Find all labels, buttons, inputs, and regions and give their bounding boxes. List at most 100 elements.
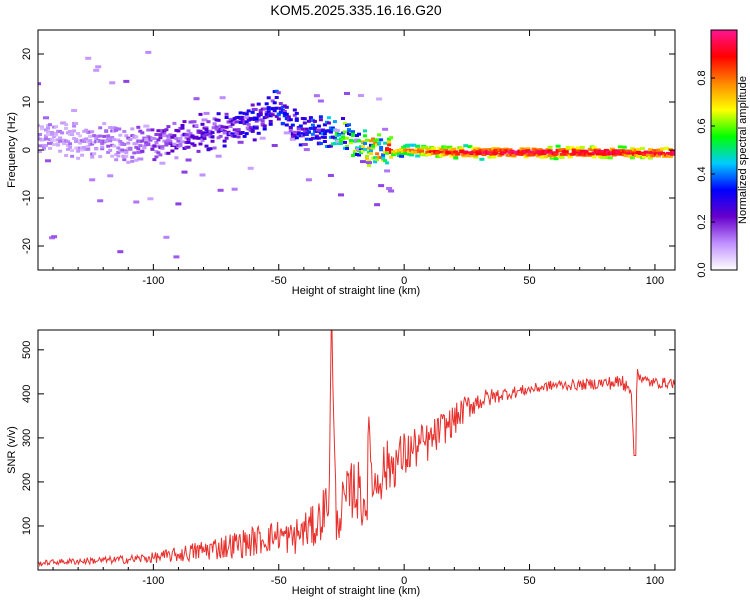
spectrogram-cell <box>178 137 183 140</box>
spectrogram-cell <box>130 159 135 163</box>
spectrogram-cell <box>159 161 166 165</box>
spectrogram-cell <box>178 126 183 130</box>
spectrogram-cell <box>284 112 289 116</box>
spectrogram-cell <box>553 151 559 155</box>
spectrogram-cell <box>38 133 42 136</box>
spectrogram-cell <box>66 147 71 151</box>
spectrogram-cell <box>315 128 322 132</box>
spectrogram-cell <box>268 119 273 123</box>
spectrogram-cell <box>660 147 665 151</box>
spectrogram-cell <box>173 255 180 259</box>
spectrogram-cell <box>82 139 87 143</box>
spectrogram-cell <box>276 112 281 116</box>
spectrogram-cell <box>244 112 249 116</box>
spectrogram-cell <box>345 136 349 140</box>
spectrogram-cell <box>473 155 479 159</box>
spectrogram-cell <box>366 161 372 165</box>
spectrogram-cell <box>240 115 245 119</box>
spectrogram-cell <box>266 96 271 100</box>
spectrogram-cell <box>599 155 605 159</box>
spectrogram-cell <box>208 147 213 151</box>
spectrogram-cell <box>106 137 111 141</box>
y-tick-label: 100 <box>21 517 33 535</box>
spectrogram-cell <box>94 147 99 151</box>
spectrogram-cell <box>351 130 355 134</box>
spectrogram-cell <box>621 145 627 149</box>
spectrogram-cell <box>254 126 259 130</box>
spectrogram-cell <box>379 148 384 152</box>
spectrogram-cell <box>304 131 309 135</box>
spectrogram-cell <box>216 112 221 116</box>
spectrogram-cell <box>148 138 153 142</box>
snr-frame <box>37 329 676 571</box>
spectrogram-cell <box>192 120 197 124</box>
spectrogram-cell <box>378 184 385 188</box>
spectrogram-cell <box>379 138 384 142</box>
spectrogram-cell <box>288 129 293 133</box>
colorbar-tick-label: 0.8 <box>696 70 708 85</box>
spectrogram-cell <box>322 135 327 139</box>
spectrogram-cell <box>521 152 527 156</box>
spectrogram-cell <box>316 124 321 128</box>
spectrogram-cell <box>210 139 215 143</box>
spectrogram-cell <box>164 143 169 147</box>
spectrogram-cell <box>559 152 565 156</box>
spectrogram-cell <box>50 131 54 134</box>
spectrogram-cell <box>429 150 435 154</box>
spectrogram-cell <box>288 118 293 122</box>
spectrogram-cell <box>108 126 113 129</box>
spectrogram-cell <box>407 150 413 154</box>
spectrogram-cell <box>375 158 380 162</box>
spectrogram-cell <box>603 156 609 159</box>
spectrogram-cell <box>137 157 144 161</box>
spectrogram-cell <box>232 134 237 138</box>
spectrogram-cell <box>136 147 141 151</box>
spectrogram-cell <box>278 110 283 114</box>
spectrogram-cell <box>381 155 386 159</box>
spectrogram-cell <box>47 141 53 145</box>
spectrogram-cell <box>68 142 73 146</box>
spectrogram-cell <box>176 139 181 143</box>
spectrogram-cell <box>318 115 323 119</box>
x-tick-label: 100 <box>646 575 664 587</box>
spectrogram-cell <box>252 138 257 142</box>
spectrogram-cell <box>242 111 247 115</box>
spectrogram-cell <box>231 187 238 191</box>
spectrogram-cell <box>367 146 371 150</box>
spectrogram-cell <box>186 145 191 149</box>
spectrogram-cell <box>54 131 59 135</box>
spectrogram-cell <box>254 117 259 121</box>
spectrogram-cell <box>104 139 109 143</box>
spectrogram-cell <box>238 111 243 115</box>
spectrogram-cell <box>262 107 267 111</box>
spectrogram-cell <box>338 193 344 197</box>
spectrogram-cell <box>198 112 203 116</box>
colorbar-axis: 0.0 0.2 0.4 0.6 0.8 <box>696 70 715 278</box>
spectrogram-cell <box>250 128 255 132</box>
spectrogram-cell <box>42 145 46 149</box>
spectrogram-cell <box>92 134 97 138</box>
spectrogram-cell <box>373 141 378 145</box>
spectrogram-cell <box>310 123 315 127</box>
spectrogram-cell <box>74 140 79 143</box>
spectrogram-cell <box>583 149 589 153</box>
spectrogram-cell <box>196 136 201 140</box>
spectrogram-cell <box>147 197 154 201</box>
spectrogram-cell <box>313 94 320 98</box>
spectrogram-cell <box>109 81 116 85</box>
spectrogram-cell <box>120 148 125 152</box>
spectrogram-cell <box>272 109 277 113</box>
spectrogram-cell <box>204 133 209 137</box>
spectrogram-cell <box>443 145 449 149</box>
spectrogram-cell <box>371 146 376 150</box>
spectrogram-cell <box>248 117 253 121</box>
spectrogram-cell <box>251 108 258 111</box>
spectrogram-cell <box>182 120 187 124</box>
spectrogram-cell <box>327 174 334 177</box>
spectrogram-cell <box>471 150 477 154</box>
spectrogram-cell <box>259 136 266 140</box>
spectrogram-cell <box>361 140 365 144</box>
spectrogram-cell <box>553 157 559 161</box>
spectrogram-cell <box>343 140 347 144</box>
spectrogram-cell <box>439 148 445 152</box>
